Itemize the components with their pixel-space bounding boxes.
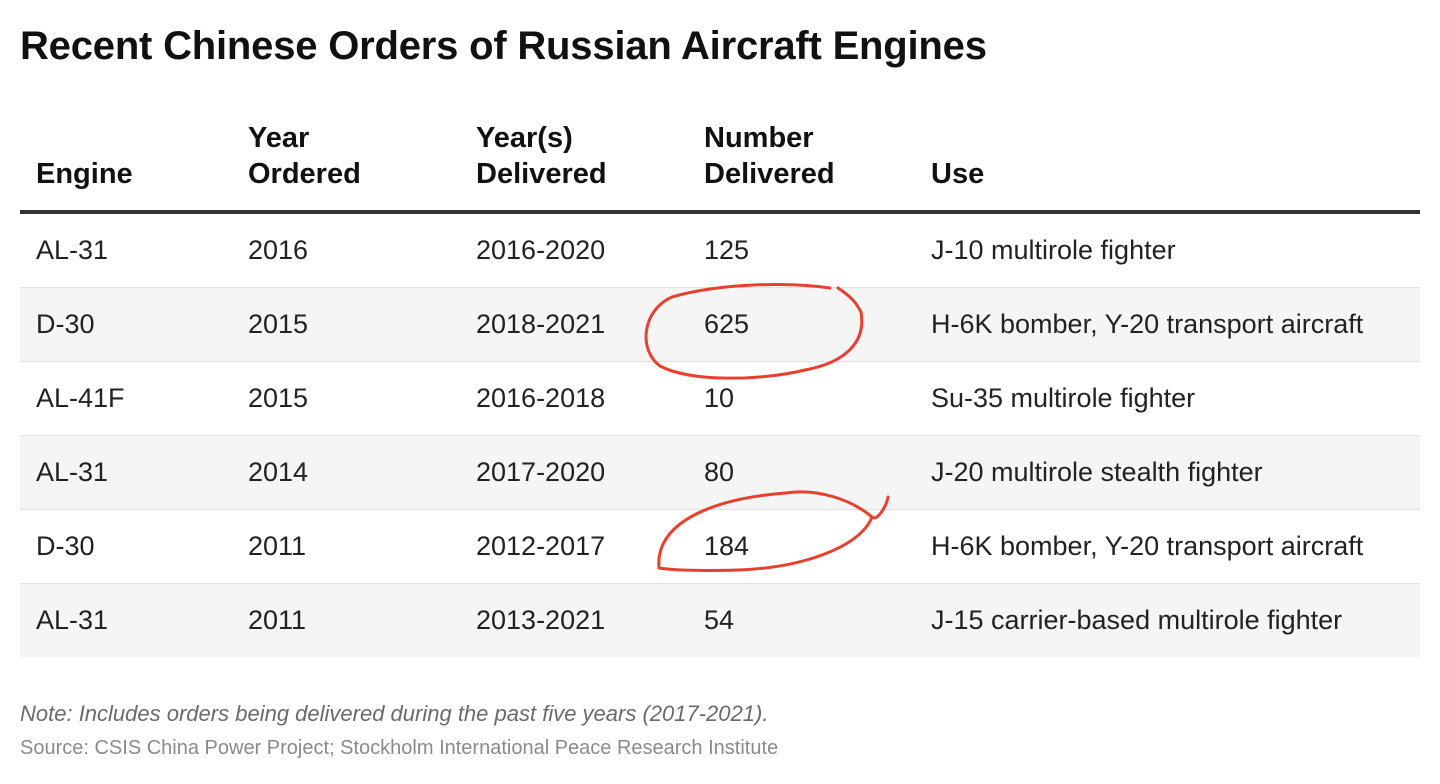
cell-year-ordered: 2011 bbox=[232, 583, 460, 657]
cell-use: J-15 carrier-based multirole fighter bbox=[915, 583, 1420, 657]
table-header-row: Engine Year Ordered Year(s) Delivered Nu… bbox=[20, 120, 1420, 214]
cell-use: H-6K bomber, Y-20 transport aircraft bbox=[915, 287, 1420, 362]
header-year-ordered: Year Ordered bbox=[232, 120, 460, 214]
cell-year-ordered: 2011 bbox=[232, 509, 460, 584]
cell-engine: D-30 bbox=[20, 287, 232, 362]
cell-years-delivered: 2016-2018 bbox=[460, 361, 688, 436]
cell-years-delivered: 2012-2017 bbox=[460, 509, 688, 584]
cell-year-ordered: 2014 bbox=[232, 435, 460, 510]
cell-use: Su-35 multirole fighter bbox=[915, 361, 1420, 436]
cell-engine: AL-31 bbox=[20, 583, 232, 657]
table-row: AL-41F 2015 2016-2018 10 Su-35 multirole… bbox=[20, 361, 1420, 436]
footnote: Note: Includes orders being delivered du… bbox=[20, 701, 769, 726]
header-years-delivered: Year(s) Delivered bbox=[460, 120, 688, 214]
table-row: AL-31 2016 2016-2020 125 J-10 multirole … bbox=[20, 212, 1420, 288]
cell-years-delivered: 2016-2020 bbox=[460, 212, 688, 288]
header-use: Use bbox=[915, 120, 1420, 214]
cell-engine: AL-31 bbox=[20, 435, 232, 510]
cell-years-delivered: 2017-2020 bbox=[460, 435, 688, 510]
cell-use: H-6K bomber, Y-20 transport aircraft bbox=[915, 509, 1420, 584]
cell-number-delivered: 184 bbox=[688, 509, 915, 584]
table-row: AL-31 2014 2017-2020 80 J-20 multirole s… bbox=[20, 435, 1420, 510]
chart-title: Recent Chinese Orders of Russian Aircraf… bbox=[20, 24, 987, 68]
cell-use: J-20 multirole stealth fighter bbox=[915, 435, 1420, 510]
cell-number-delivered: 80 bbox=[688, 435, 915, 510]
table-row: D-30 2011 2012-2017 184 H-6K bomber, Y-2… bbox=[20, 509, 1420, 584]
cell-number-delivered: 10 bbox=[688, 361, 915, 436]
source-line: Source: CSIS China Power Project; Stockh… bbox=[20, 737, 779, 759]
cell-years-delivered: 2013-2021 bbox=[460, 583, 688, 657]
table-row: D-30 2015 2018-2021 625 H-6K bomber, Y-2… bbox=[20, 287, 1420, 362]
cell-use: J-10 multirole fighter bbox=[915, 212, 1420, 288]
cell-engine: AL-41F bbox=[20, 361, 232, 436]
cell-year-ordered: 2016 bbox=[232, 212, 460, 288]
cell-years-delivered: 2018-2021 bbox=[460, 287, 688, 362]
cell-engine: AL-31 bbox=[20, 212, 232, 288]
cell-year-ordered: 2015 bbox=[232, 287, 460, 362]
table-row: AL-31 2011 2013-2021 54 J-15 carrier-bas… bbox=[20, 583, 1420, 657]
header-engine: Engine bbox=[20, 120, 232, 214]
cell-number-delivered: 54 bbox=[688, 583, 915, 657]
cell-number-delivered: 125 bbox=[688, 212, 915, 288]
cell-engine: D-30 bbox=[20, 509, 232, 584]
cell-year-ordered: 2015 bbox=[232, 361, 460, 436]
engine-orders-table: Engine Year Ordered Year(s) Delivered Nu… bbox=[20, 120, 1420, 657]
cell-number-delivered: 625 bbox=[688, 287, 915, 362]
header-number-delivered: Number Delivered bbox=[688, 120, 915, 214]
